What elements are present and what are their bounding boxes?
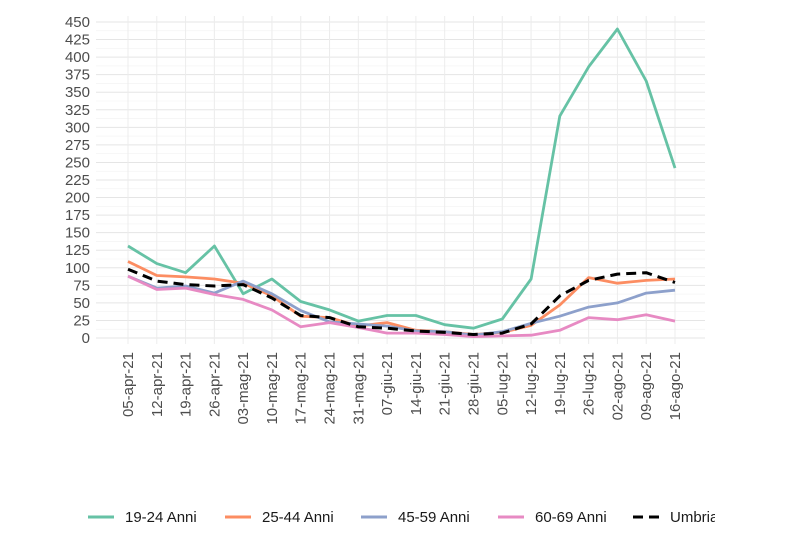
x-tick-label: 24-mag-21 — [322, 352, 339, 425]
x-tick-label: 26-lug-21 — [581, 352, 598, 415]
y-tick-label: 350 — [65, 84, 90, 101]
legend-item: 19-24 Anni — [88, 509, 197, 526]
y-tick-label: 125 — [65, 242, 90, 259]
series-line-25-44-anni — [127, 260, 676, 336]
x-tick-label: 03-mag-21 — [235, 352, 252, 425]
legend-label: 60-69 Anni — [535, 509, 607, 526]
y-tick-label: 325 — [65, 102, 90, 119]
legend-row: 19-24 Anni 25-44 Anni 45-59 Anni 60-69 Anni… — [88, 509, 719, 526]
legend-item: 60-69 Anni — [498, 509, 607, 526]
x-tick-label: 02-ago-21 — [609, 352, 626, 420]
y-tick-label: 425 — [65, 32, 90, 49]
y-tick-label: 75 — [73, 277, 90, 294]
x-tick-label: 05-lug-21 — [494, 352, 511, 415]
x-tick-label: 12-apr-21 — [149, 352, 166, 417]
x-tick-label: 21-giu-21 — [437, 352, 454, 415]
x-tick-label: 09-ago-21 — [638, 352, 655, 420]
series-line-umbria — [127, 267, 676, 336]
series-line-19-24-anni — [127, 27, 677, 330]
x-tick-label: 19-apr-21 — [178, 352, 195, 417]
series-line-45-59-anni — [127, 274, 676, 337]
y-tick-label: 0 — [82, 330, 90, 347]
x-tick-label: 31-mag-21 — [350, 352, 367, 425]
y-tick-label: 100 — [65, 260, 90, 277]
grid — [96, 16, 705, 344]
legend-item: 25-44 Anni — [225, 509, 334, 526]
x-tick-label: 07-giu-21 — [379, 352, 396, 415]
y-tick-label: 175 — [65, 207, 90, 224]
y-tick-label: 275 — [65, 137, 90, 154]
series-lines — [127, 27, 677, 339]
legend-item: Umbria — [633, 509, 719, 526]
legend-item: 45-59 Anni — [361, 509, 470, 526]
y-tick-label: 375 — [65, 67, 90, 84]
x-tick-label: 26-apr-21 — [206, 352, 223, 417]
series-line-60-69-anni — [127, 274, 676, 339]
legend-label: 25-44 Anni — [262, 509, 334, 526]
y-tick-label: 200 — [65, 190, 90, 207]
x-tick-label: 10-mag-21 — [264, 352, 281, 425]
y-tick-label: 25 — [73, 312, 90, 329]
x-tick-label: 14-giu-21 — [408, 352, 425, 415]
y-tick-label: 50 — [73, 295, 90, 312]
x-tick-label: 17-mag-21 — [293, 352, 310, 425]
legend-label: Umbria — [670, 509, 719, 526]
legend-label: 19-24 Anni — [125, 509, 197, 526]
x-tick-label: 16-ago-21 — [667, 352, 684, 420]
legend: 19-24 Anni 25-44 Anni 45-59 Anni 60-69 Anni… — [88, 509, 719, 526]
y-tick-label: 400 — [65, 49, 90, 66]
y-axis-tick-labels: 0255075100125150175200225250275300325350… — [65, 14, 90, 347]
x-axis-tick-labels: 05-apr-21 12-apr-21 19-apr-21 26-apr-21 03-m… — [120, 352, 684, 425]
x-tick-label: 12-lug-21 — [523, 352, 540, 415]
y-tick-label: 300 — [65, 119, 90, 136]
y-tick-label: 450 — [65, 14, 90, 31]
y-tick-label: 150 — [65, 225, 90, 242]
legend-label: 45-59 Anni — [398, 509, 470, 526]
y-tick-label: 250 — [65, 154, 90, 171]
x-tick-label: 19-lug-21 — [552, 352, 569, 415]
y-tick-label: 225 — [65, 172, 90, 189]
x-tick-label: 28-giu-21 — [465, 352, 482, 415]
x-tick-label: 05-apr-21 — [120, 352, 137, 417]
